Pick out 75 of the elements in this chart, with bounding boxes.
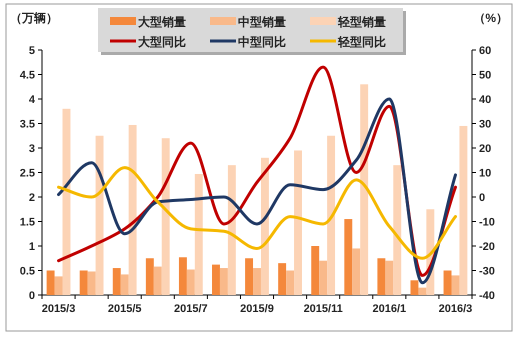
bar [410,280,418,295]
bar [418,288,426,295]
y-tick-label: 1.5 [20,216,35,228]
bar [228,165,236,295]
y2-tick-label: 20 [479,143,492,155]
y2-tick-label: 50 [479,70,492,82]
x-tick-label: 2015/3 [42,303,76,315]
bar [444,270,452,295]
y-tick-label: 0.5 [20,266,35,278]
bar [253,268,261,295]
y-tick-label: 1 [28,241,35,253]
y-tick-label: 2.5 [20,168,35,180]
bar [194,174,203,295]
y2-tick-label: -20 [479,241,495,253]
x-tick-label: 2015/11 [304,303,343,315]
x-tick-label: 2016/1 [372,303,406,315]
y2-tick-label: -10 [479,216,495,228]
bar [46,270,55,295]
bar [245,258,254,295]
y-tick-label: 3.5 [20,118,35,130]
y-axis-title: （万辆） [10,11,58,25]
legend-label: 轻型销量 [337,15,386,29]
x-tick-label: 2016/3 [438,303,472,315]
bar [212,264,220,295]
bar [128,124,137,295]
bar [360,84,368,295]
y2-tick-label: -40 [479,290,495,302]
bar [352,248,360,295]
x-tick-label: 2015/5 [108,303,142,315]
y-tick-label: 2 [28,192,35,204]
y2-tick-label: 60 [479,45,492,57]
y-tick-label: 3 [28,143,35,155]
bar [154,266,162,295]
bar [327,136,336,295]
bar [377,258,386,295]
bar [286,270,294,295]
bar [178,257,187,295]
bar [319,260,328,295]
bar [278,263,286,295]
y2-tick-label: -30 [479,266,495,278]
x-tick-label: 2015/9 [240,303,274,315]
bar [220,268,228,295]
y-tick-label: 4.5 [20,70,35,82]
x-tick-label: 2015/7 [174,303,208,315]
y2-tick-label: 0 [479,192,486,204]
legend-label: 大型销量 [138,15,186,29]
legend-label: 中型销量 [238,15,286,29]
legend-label: 中型同比 [238,35,286,49]
bar [393,165,402,295]
y2-axis-title: （%） [473,11,508,25]
bar [146,258,154,295]
bar [459,126,468,295]
legend-label: 大型同比 [138,35,186,49]
bar [344,219,352,295]
bar [54,276,63,295]
bar [80,270,88,295]
y-tick-label: 4 [28,94,36,106]
bar [260,158,269,295]
bar [162,138,170,295]
y2-tick-label: 10 [479,168,492,180]
bar [294,150,302,295]
y-tick-label: 5 [28,45,35,57]
y2-tick-label: 30 [479,118,492,130]
y2-tick-label: 40 [479,94,492,106]
legend-label: 轻型同比 [337,35,386,49]
bar [96,136,104,295]
bar [112,268,121,295]
y-tick-label: 0 [28,290,35,302]
bar [62,108,70,295]
bar [311,246,320,295]
bar [186,270,195,295]
bar [385,260,394,295]
bar [451,275,460,295]
bar [88,271,96,295]
bar [120,274,129,295]
